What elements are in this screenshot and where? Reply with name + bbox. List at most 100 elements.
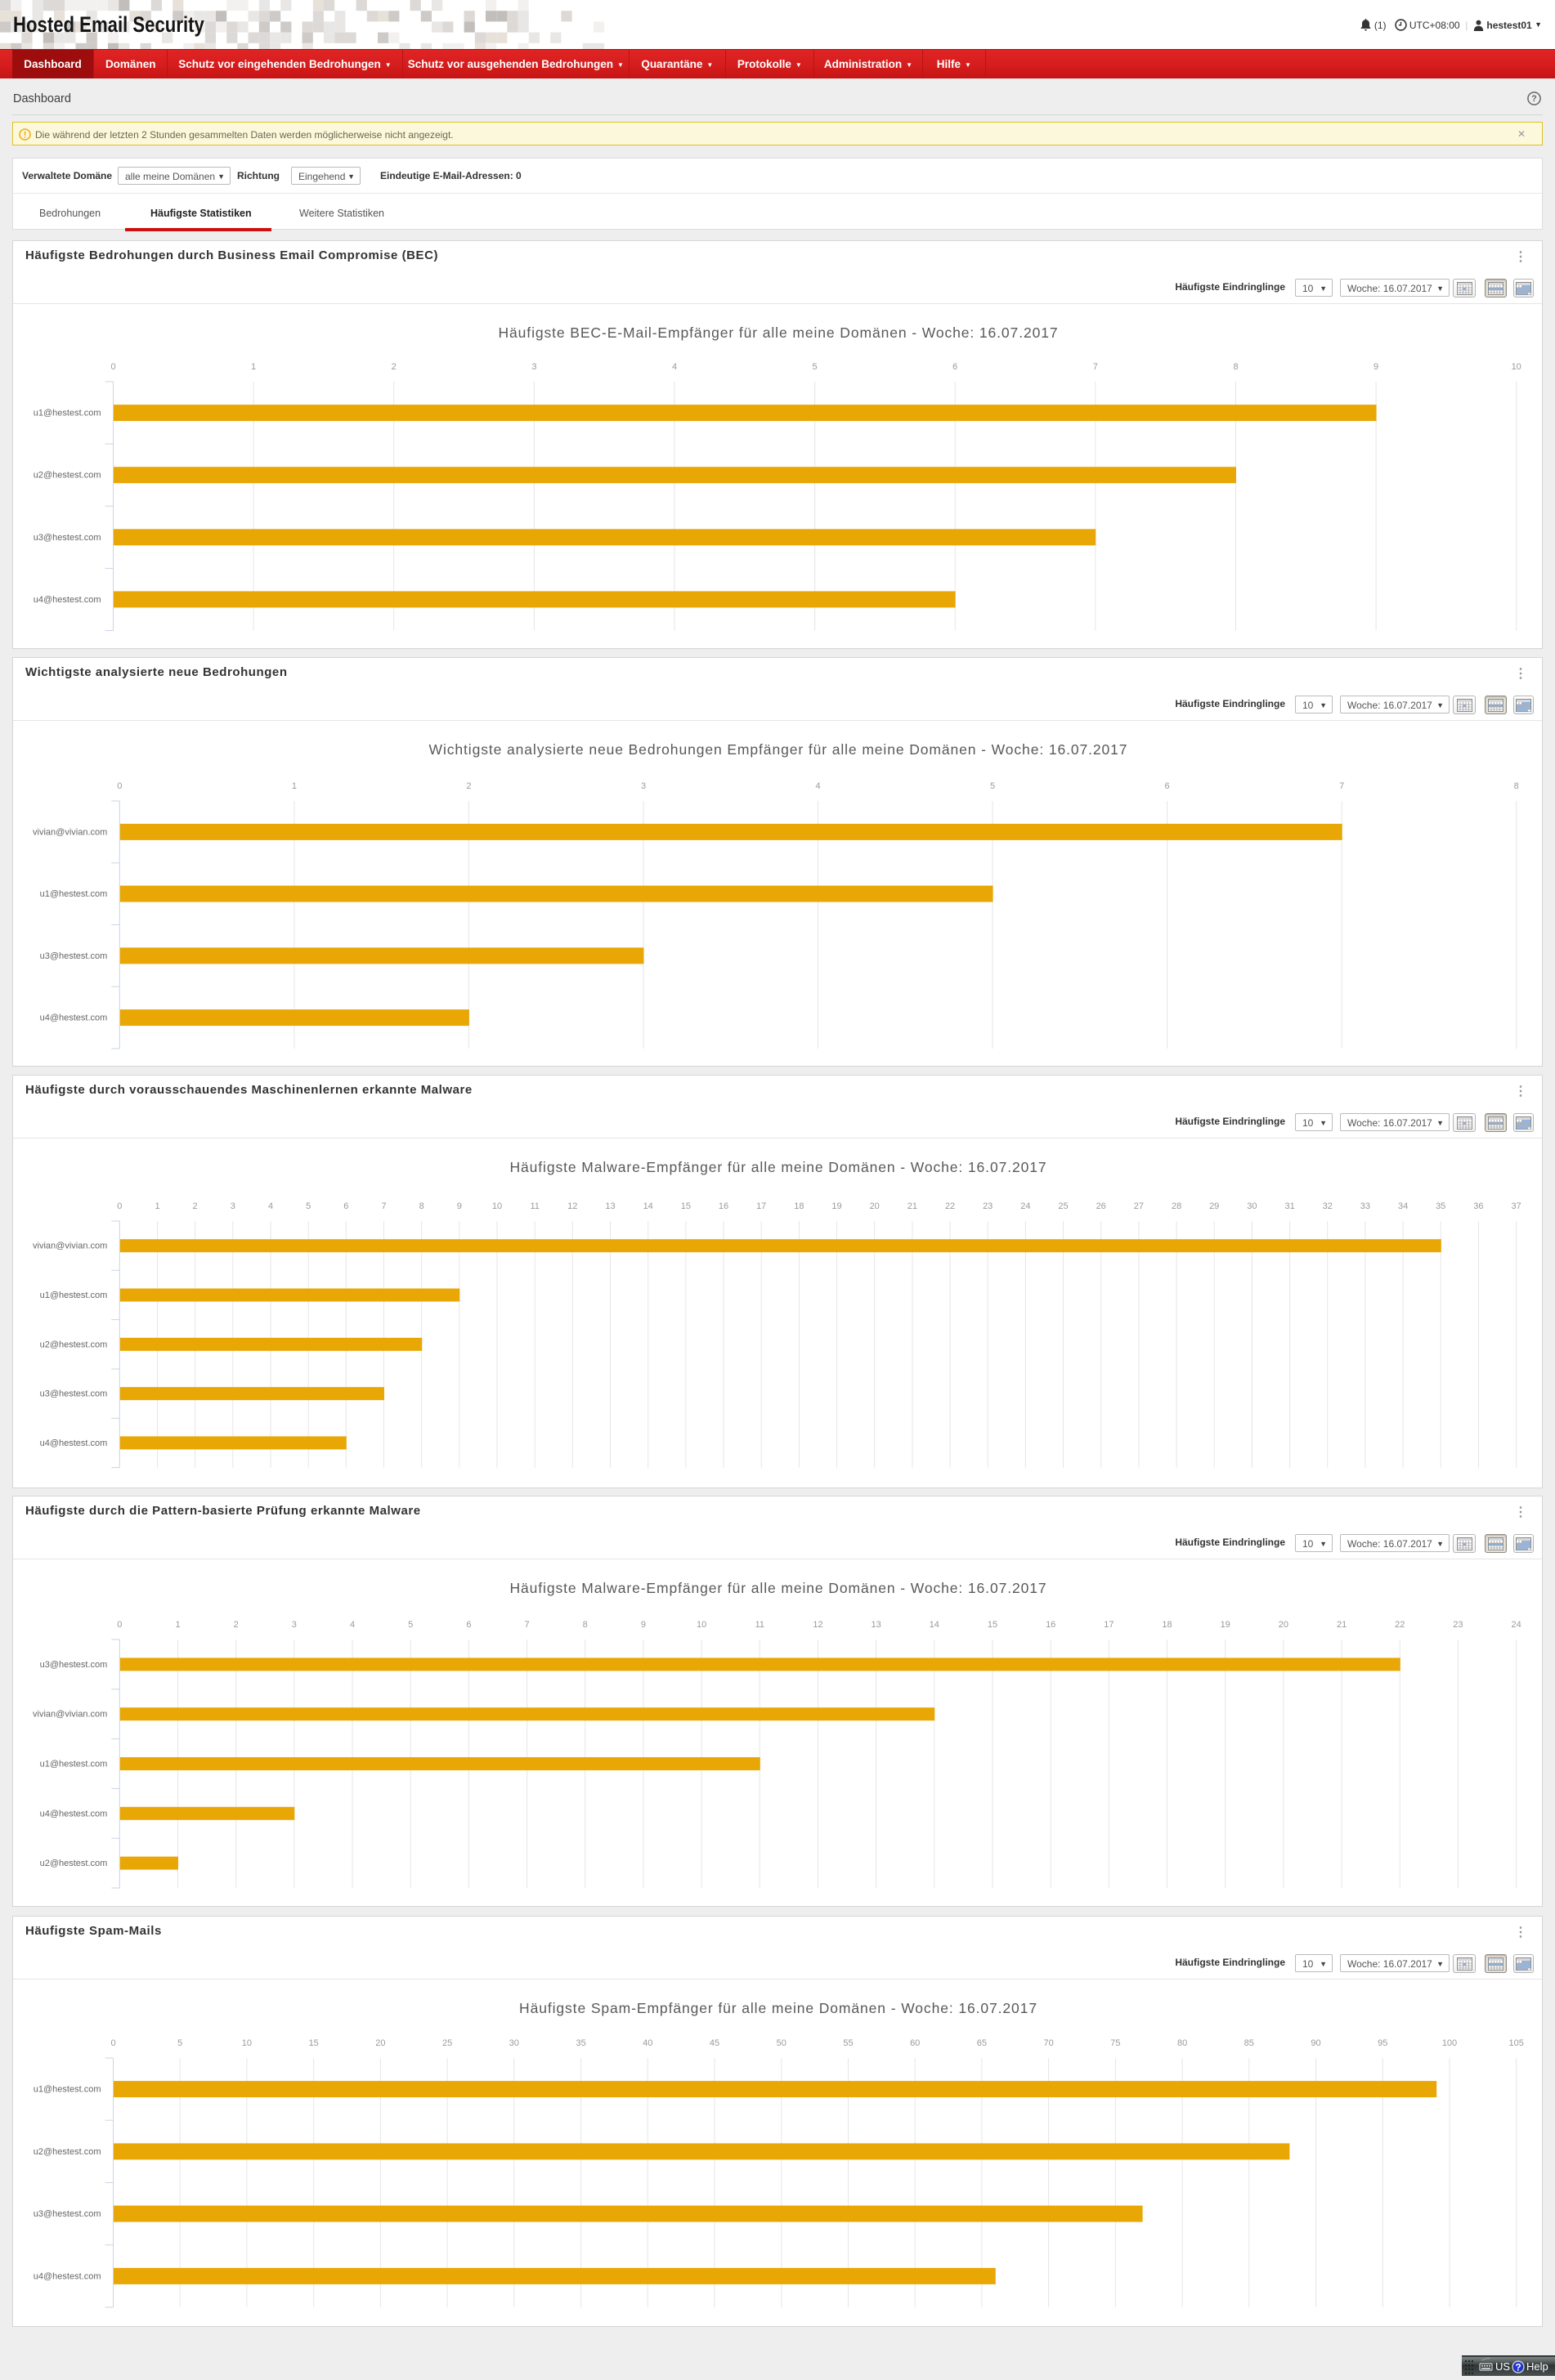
svg-text:7: 7	[1339, 781, 1344, 791]
svg-text:22: 22	[945, 1201, 955, 1211]
svg-text:29: 29	[1209, 1201, 1219, 1211]
svg-text:6: 6	[952, 362, 957, 372]
svg-text:16: 16	[1046, 1620, 1055, 1630]
svg-text:u4@hestest.com: u4@hestest.com	[40, 1438, 108, 1448]
svg-text:19: 19	[831, 1201, 841, 1211]
svg-text:32: 32	[1323, 1201, 1333, 1211]
svg-text:25: 25	[442, 2038, 452, 2048]
svg-text:55: 55	[843, 2038, 853, 2048]
svg-text:45: 45	[710, 2038, 719, 2048]
svg-text:5: 5	[408, 1620, 413, 1630]
svg-text:9: 9	[1374, 362, 1378, 372]
svg-text:6: 6	[466, 1620, 471, 1630]
svg-text:10: 10	[242, 2038, 252, 2048]
svg-text:u4@hestest.com: u4@hestest.com	[34, 2271, 101, 2281]
svg-text:28: 28	[1172, 1201, 1181, 1211]
svg-text:10: 10	[697, 1620, 706, 1630]
svg-text:8: 8	[1233, 362, 1238, 372]
svg-text:90: 90	[1311, 2038, 1320, 2048]
svg-text:20: 20	[375, 2038, 385, 2048]
svg-text:20: 20	[1279, 1620, 1288, 1630]
svg-text:0: 0	[117, 1620, 122, 1630]
svg-text:u4@hestest.com: u4@hestest.com	[40, 1809, 108, 1819]
svg-text:34: 34	[1398, 1201, 1408, 1211]
svg-text:50: 50	[777, 2038, 786, 2048]
svg-text:3: 3	[292, 1620, 297, 1630]
svg-text:65: 65	[977, 2038, 987, 2048]
svg-text:u4@hestest.com: u4@hestest.com	[34, 595, 101, 605]
svg-text:27: 27	[1134, 1201, 1144, 1211]
svg-text:u1@hestest.com: u1@hestest.com	[40, 889, 108, 899]
svg-text:5: 5	[306, 1201, 311, 1211]
svg-text:0: 0	[117, 1201, 122, 1211]
svg-text:3: 3	[231, 1201, 235, 1211]
svg-text:30: 30	[509, 2038, 519, 2048]
svg-text:105: 105	[1509, 2038, 1524, 2048]
svg-text:u1@hestest.com: u1@hestest.com	[34, 2085, 101, 2095]
svg-text:24: 24	[1020, 1201, 1030, 1211]
svg-text:30: 30	[1247, 1201, 1257, 1211]
svg-text:Häufigste Malware-Empfänger fü: Häufigste Malware-Empfänger für alle mei…	[509, 1580, 1046, 1596]
svg-text:u2@hestest.com: u2@hestest.com	[40, 1340, 108, 1349]
svg-text:u2@hestest.com: u2@hestest.com	[34, 471, 101, 481]
svg-text:?: ?	[1515, 2362, 1521, 2373]
svg-text:12: 12	[813, 1620, 822, 1630]
svg-text:23: 23	[983, 1201, 993, 1211]
svg-text:6: 6	[343, 1201, 348, 1211]
svg-text:18: 18	[1162, 1620, 1172, 1630]
svg-text:Häufigste Spam-Empfänger für a: Häufigste Spam-Empfänger für alle meine …	[519, 2000, 1037, 2016]
svg-text:20: 20	[870, 1201, 880, 1211]
svg-text:4: 4	[350, 1620, 355, 1630]
svg-text:60: 60	[910, 2038, 920, 2048]
svg-text:15: 15	[309, 2038, 319, 2048]
svg-text:5: 5	[177, 2038, 182, 2048]
svg-text:85: 85	[1244, 2038, 1254, 2048]
svg-text:70: 70	[1043, 2038, 1053, 2048]
svg-text:1: 1	[251, 362, 256, 372]
svg-text:2: 2	[392, 362, 397, 372]
svg-text:7: 7	[1093, 362, 1098, 372]
svg-text:25: 25	[1058, 1201, 1068, 1211]
svg-text:2: 2	[234, 1620, 239, 1630]
svg-text:Help: Help	[1526, 2360, 1548, 2373]
svg-text:36: 36	[1473, 1201, 1483, 1211]
svg-text:u2@hestest.com: u2@hestest.com	[40, 1859, 108, 1868]
svg-text:15: 15	[681, 1201, 691, 1211]
svg-text:13: 13	[871, 1620, 881, 1630]
svg-text:u3@hestest.com: u3@hestest.com	[34, 533, 101, 543]
svg-text:17: 17	[1104, 1620, 1114, 1630]
svg-text:9: 9	[641, 1620, 646, 1630]
svg-text:33: 33	[1360, 1201, 1370, 1211]
svg-text:16: 16	[719, 1201, 728, 1211]
svg-text:35: 35	[1436, 1201, 1445, 1211]
svg-text:2: 2	[466, 781, 471, 791]
svg-text:11: 11	[530, 1201, 539, 1211]
svg-text:u2@hestest.com: u2@hestest.com	[34, 2147, 101, 2157]
svg-text:vivian@vivian.com: vivian@vivian.com	[33, 1710, 107, 1720]
svg-text:4: 4	[815, 781, 820, 791]
svg-text:31: 31	[1284, 1201, 1294, 1211]
svg-text:Häufigste BEC-E-Mail-Empfänger: Häufigste BEC-E-Mail-Empfänger für alle …	[499, 324, 1059, 341]
svg-text:3: 3	[531, 362, 536, 372]
svg-text:18: 18	[794, 1201, 804, 1211]
svg-text:10: 10	[492, 1201, 502, 1211]
svg-text:80: 80	[1177, 2038, 1187, 2048]
svg-text:US: US	[1495, 2360, 1510, 2373]
svg-text:vivian@vivian.com: vivian@vivian.com	[33, 1241, 107, 1251]
svg-text:40: 40	[643, 2038, 652, 2048]
svg-text:17: 17	[756, 1201, 766, 1211]
svg-text:8: 8	[1514, 781, 1519, 791]
svg-text:8: 8	[583, 1620, 588, 1630]
svg-text:26: 26	[1096, 1201, 1106, 1211]
svg-text:21: 21	[1337, 1620, 1347, 1630]
svg-text:4: 4	[268, 1201, 273, 1211]
svg-text:6: 6	[1165, 781, 1170, 791]
svg-text:19: 19	[1221, 1620, 1230, 1630]
svg-text:u1@hestest.com: u1@hestest.com	[40, 1291, 108, 1300]
svg-text:7: 7	[525, 1620, 530, 1630]
svg-text:0: 0	[117, 781, 122, 791]
svg-text:100: 100	[1442, 2038, 1457, 2048]
svg-text:Wichtigste analysierte neue Be: Wichtigste analysierte neue Bedrohungen …	[429, 741, 1128, 758]
svg-text:0: 0	[110, 362, 115, 372]
svg-text:11: 11	[755, 1620, 764, 1630]
